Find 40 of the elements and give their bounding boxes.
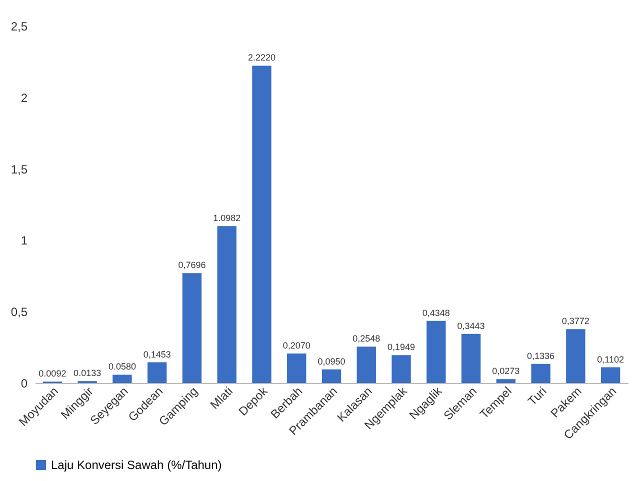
bar [426, 320, 446, 383]
bar [356, 346, 376, 383]
data-label: 0,1453 [143, 349, 171, 360]
bar [566, 329, 586, 383]
bar [496, 379, 516, 383]
y-tick-label: 2,5 [10, 20, 28, 34]
data-label: 0.0133 [74, 368, 102, 378]
data-label: 0,0950 [318, 356, 346, 366]
bar [182, 273, 202, 383]
data-label: 0.0092 [38, 368, 66, 379]
bar [112, 374, 132, 383]
data-label: 2.2220 [248, 52, 276, 63]
data-label: 0,3772 [562, 316, 590, 326]
legend-label: Laju Konversi Sawah (%/Tahun) [51, 458, 222, 472]
y-tick-label: 1,5 [10, 162, 28, 176]
data-label: 0,1102 [597, 354, 624, 364]
data-label: 0,0273 [492, 366, 520, 376]
y-tick-label: 2 [20, 90, 28, 105]
data-label: 0,2548 [352, 334, 380, 344]
x-tick-label: Turi [525, 384, 550, 408]
bar [461, 334, 481, 383]
bar [147, 362, 167, 383]
data-label: 0,4348 [422, 308, 450, 318]
bar [287, 353, 306, 383]
y-tick-label: 0,5 [10, 305, 28, 320]
data-label: 0,3443 [457, 320, 485, 331]
data-label: 1.0982 [213, 213, 241, 224]
data-label: 0,7696 [178, 260, 206, 270]
bar [322, 369, 342, 383]
data-label: 0,1336 [527, 350, 555, 361]
bar [217, 226, 236, 383]
bar [600, 367, 620, 383]
bar [392, 355, 411, 383]
y-tick-label: 1 [20, 234, 28, 248]
bar [531, 364, 550, 383]
bar [252, 66, 272, 383]
y-tick-label: 0 [20, 376, 28, 390]
data-label: 0,1949 [388, 342, 416, 352]
data-label: 0.0580 [108, 362, 136, 372]
data-label: 0,2070 [282, 340, 310, 350]
